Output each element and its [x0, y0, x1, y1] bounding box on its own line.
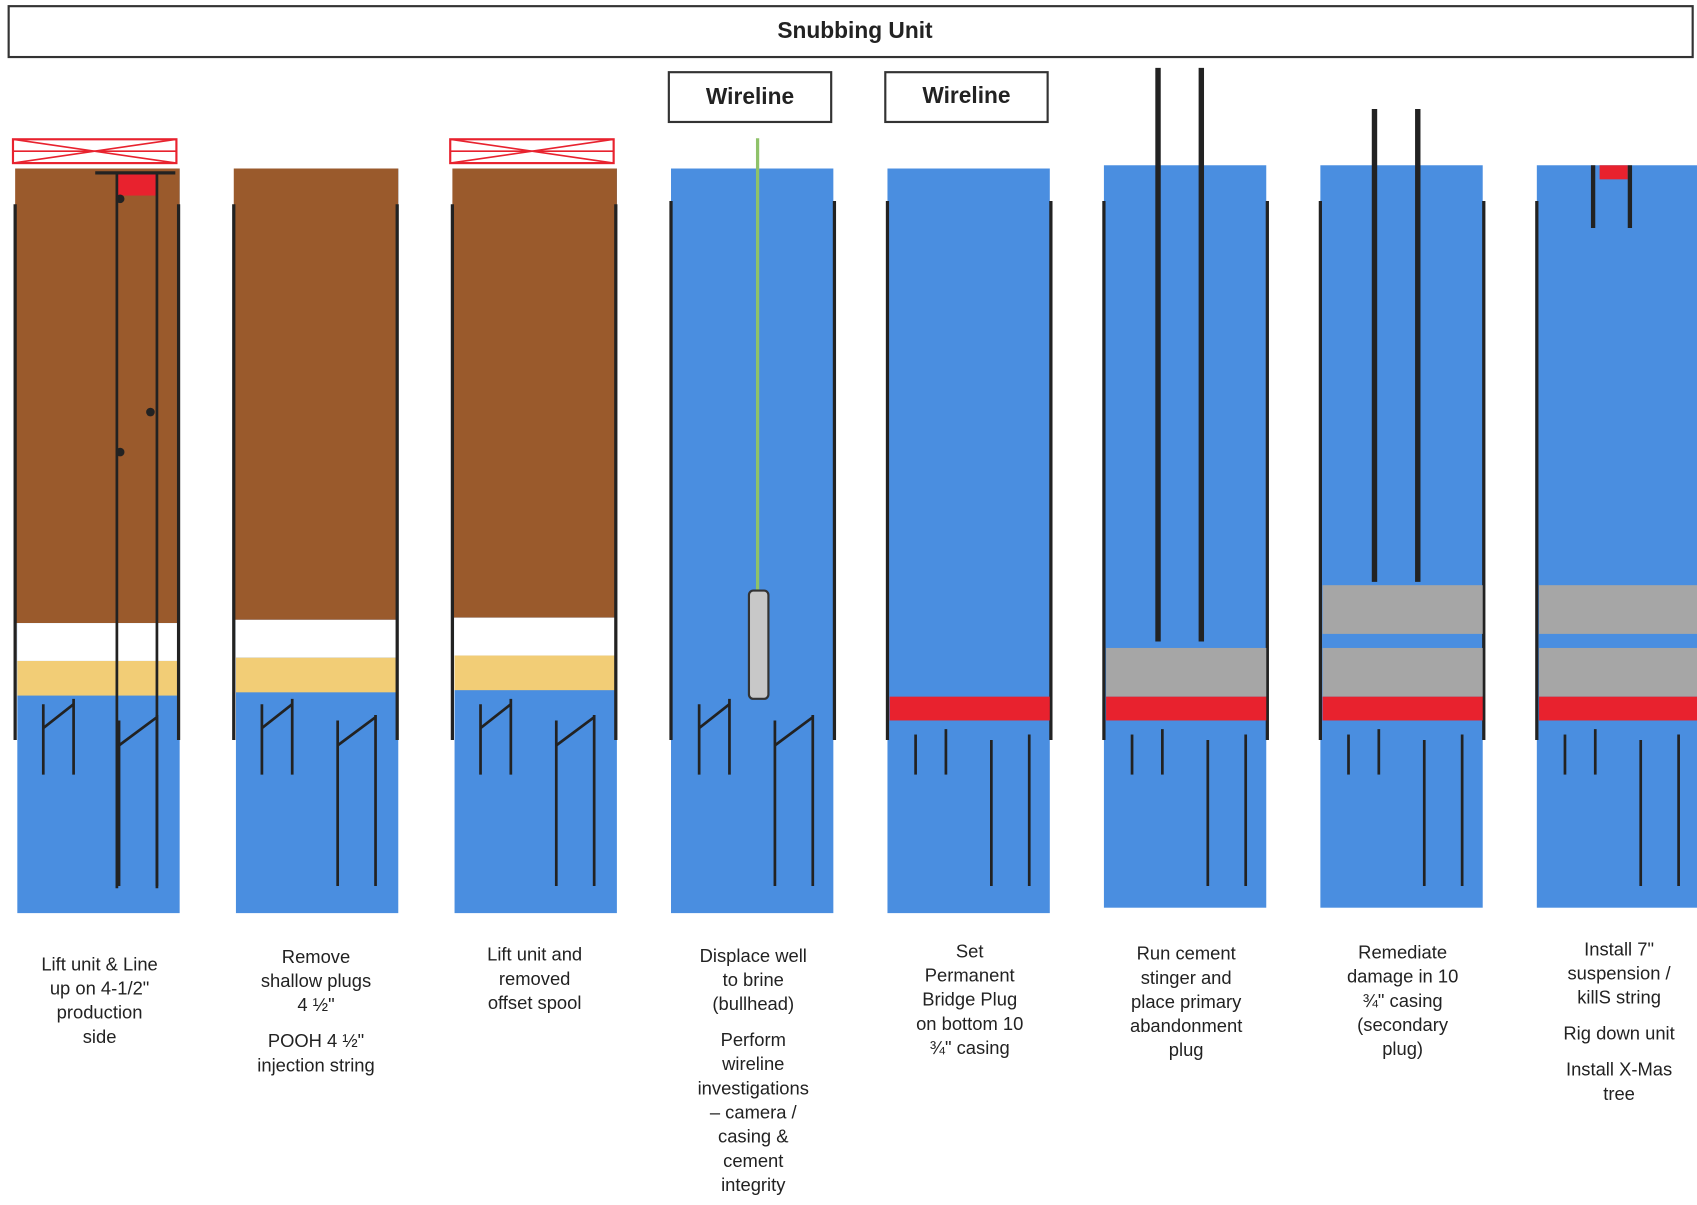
spacer: [17, 623, 178, 661]
step-caption: Perform: [721, 1029, 786, 1050]
step-caption: place primary: [1131, 991, 1242, 1012]
step-caption: – camera /: [710, 1102, 798, 1123]
step-caption: production: [57, 1002, 143, 1023]
step-caption: on bottom 10: [916, 1013, 1023, 1034]
bridge-plug: [1538, 696, 1697, 721]
step-caption: abandonment: [1130, 1015, 1242, 1036]
wireline-box: [667, 71, 833, 124]
bridge-plug: [889, 696, 1050, 721]
cement: [1322, 647, 1483, 697]
step-caption: casing &: [718, 1126, 788, 1147]
tubing: [774, 716, 814, 747]
tubing: [261, 703, 294, 730]
hanger: [1599, 165, 1628, 180]
step-caption: integrity: [721, 1174, 786, 1195]
valve: [146, 407, 155, 417]
step-caption: up on 4-1/2": [50, 978, 150, 999]
title-box: [7, 5, 1694, 59]
step-caption: Install 7": [1584, 938, 1654, 959]
valve: [115, 447, 125, 457]
step-caption: (secondary: [1357, 1014, 1449, 1035]
step-caption: cement: [723, 1150, 783, 1171]
step-caption: damage in 10: [1347, 966, 1458, 987]
tubing: [336, 716, 377, 747]
tubing: [698, 703, 731, 730]
step-caption: removed: [499, 968, 571, 989]
step-caption: 4 ½": [297, 994, 334, 1015]
wireline-box: [884, 71, 1049, 124]
step-caption: ¾" casing: [1363, 990, 1443, 1011]
step-caption: to brine: [723, 969, 784, 990]
spacer-yellow: [235, 657, 397, 693]
step-caption: POOH 4 ½": [268, 1030, 364, 1051]
tubing: [118, 716, 158, 747]
valve: [115, 194, 125, 204]
step-caption: killS string: [1577, 987, 1661, 1008]
step-caption: Run cement: [1137, 943, 1236, 964]
step-caption: Lift unit and: [487, 944, 582, 965]
step-caption: investigations: [698, 1077, 809, 1098]
step-caption: stinger and: [1141, 967, 1232, 988]
step-caption: suspension /: [1567, 962, 1671, 983]
step-caption: Rig down unit: [1563, 1023, 1674, 1044]
spacer-yellow: [17, 660, 178, 696]
well-fill: [887, 168, 1050, 914]
step-caption: shallow plugs: [261, 970, 371, 991]
mud: [233, 168, 399, 620]
tubing: [555, 716, 595, 747]
mud: [15, 168, 180, 624]
cement: [1538, 585, 1697, 634]
tubing: [42, 703, 75, 730]
step-caption: tree: [1603, 1083, 1635, 1104]
title: Snubbing Unit: [777, 17, 933, 43]
step-caption: side: [83, 1026, 117, 1047]
wireline-label: Wireline: [706, 83, 794, 109]
step-caption: Bridge Plug: [922, 989, 1017, 1010]
spacer: [235, 619, 397, 658]
spacer-yellow: [454, 655, 615, 691]
well-fill: [1536, 165, 1697, 908]
plug: [116, 173, 157, 196]
well-fill: [1320, 165, 1483, 908]
step-caption: injection string: [257, 1054, 374, 1075]
cement: [1106, 647, 1267, 697]
step-caption: (bullhead): [712, 993, 794, 1014]
well-fill: [671, 168, 834, 914]
step-caption: Permanent: [925, 965, 1015, 986]
bridge-plug: [1322, 696, 1483, 721]
step-caption: Remove: [282, 946, 350, 967]
step-caption: wireline: [721, 1053, 784, 1074]
step-caption: plug): [1382, 1038, 1423, 1059]
step-caption: Displace well: [700, 945, 807, 966]
tubing: [479, 703, 512, 730]
well-fill: [1103, 165, 1267, 908]
cement: [1538, 647, 1697, 697]
mud: [452, 168, 617, 618]
step-caption: Set: [956, 940, 984, 961]
step-caption: Lift unit & Line: [41, 953, 157, 974]
step-caption: Remediate: [1358, 942, 1447, 963]
spacer: [454, 617, 615, 656]
bridge-plug: [1106, 696, 1267, 721]
step-caption: plug: [1169, 1039, 1204, 1060]
step-caption: ¾" casing: [930, 1037, 1010, 1058]
step-caption: Install X-Mas: [1566, 1059, 1672, 1080]
tool: [747, 589, 770, 700]
cement: [1322, 585, 1483, 634]
wireline-label: Wireline: [922, 82, 1010, 108]
step-caption: offset spool: [488, 992, 582, 1013]
